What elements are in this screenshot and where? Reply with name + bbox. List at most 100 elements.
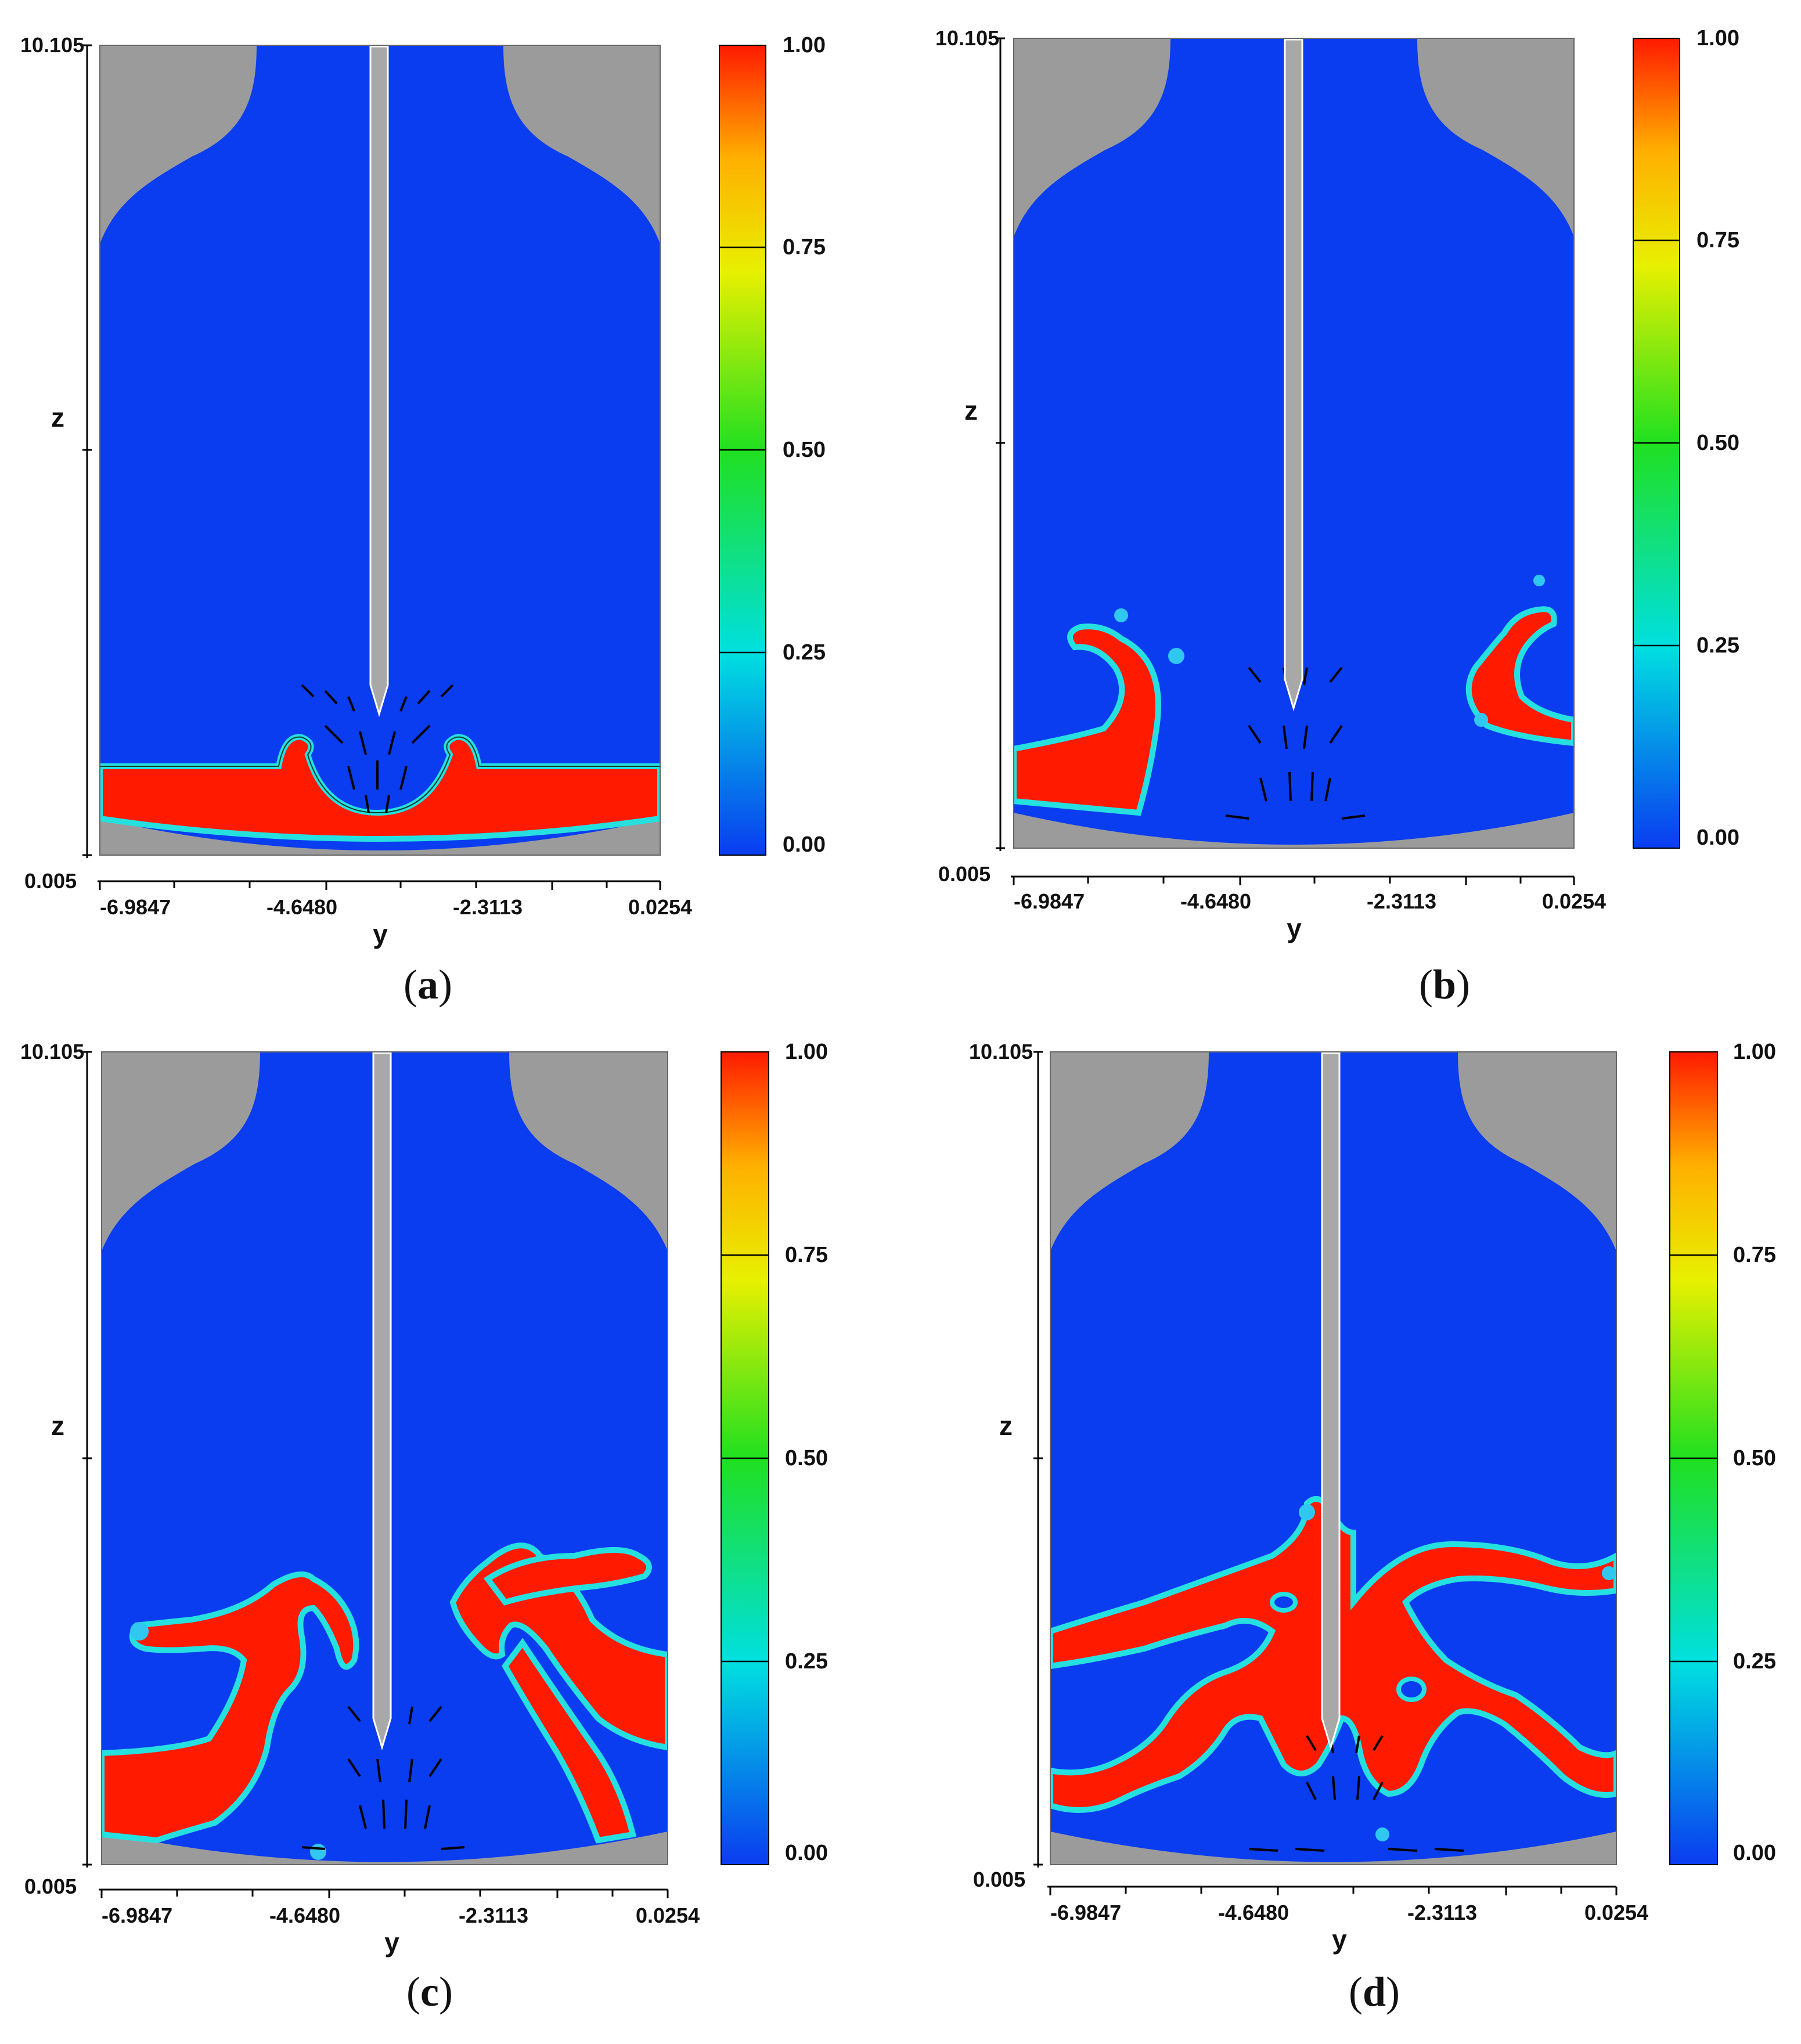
wall-bottom — [1050, 1832, 1616, 1865]
x-axis-label: y — [1332, 1924, 1347, 1955]
wall-top-right — [1458, 1052, 1616, 1251]
wall-bottom — [102, 1832, 668, 1865]
plot-frame — [1013, 38, 1575, 849]
colorbar-tick-3: 0.25 — [1696, 633, 1739, 658]
panel-a: 10.105 0.005 z -6.9847 -4.6480 -2.3113 0… — [0, 0, 900, 1022]
colorbar-tick-1: 0.75 — [783, 235, 826, 259]
y-axis-label: z — [51, 1411, 64, 1441]
phase-region-c — [102, 1542, 668, 1860]
y-axis-label: z — [964, 395, 978, 426]
phase-region-a — [100, 734, 660, 842]
x-tick-1: -4.6480 — [269, 1904, 340, 1927]
x-tick-3: 0.0254 — [628, 895, 692, 919]
x-tick-3: 0.0254 — [1542, 889, 1606, 913]
x-tick-3: 0.0254 — [636, 1904, 700, 1927]
plot-frame — [99, 45, 661, 856]
colorbar-tick-3: 0.25 — [1733, 1649, 1776, 1674]
y-tick-bottom: 0.005 — [973, 1868, 1025, 1891]
wall-top-right — [509, 1052, 668, 1251]
y-tick-top: 10.105 — [969, 1040, 1033, 1064]
x-axis-label: y — [1287, 913, 1302, 943]
chart-a: 10.105 0.005 z -6.9847 -4.6480 -2.3113 0… — [20, 33, 826, 949]
colorbar-ticks — [721, 1254, 769, 1663]
wall-top-left — [1050, 1052, 1209, 1251]
wall-top-right — [503, 45, 660, 244]
colorbar-tick-2: 0.50 — [1733, 1446, 1776, 1470]
colorbar-ticks — [1670, 1254, 1717, 1663]
panel-c: 10.105 0.005 z -6.9847 -4.6480 -2.3113 0… — [0, 1022, 900, 2044]
panel-caption: (d) — [1348, 1969, 1400, 2015]
colorbar-tick-3: 0.25 — [785, 1649, 828, 1674]
x-tick-1: -4.6480 — [266, 895, 337, 919]
wall-top-left — [1014, 38, 1170, 237]
colorbar-tick-0: 1.00 — [1696, 26, 1739, 51]
colorbar-tick-1: 0.75 — [785, 1243, 828, 1267]
x-axis-label: y — [384, 1927, 399, 1958]
plot-frame — [1050, 1051, 1617, 1865]
x-tick-1: -4.6480 — [1180, 889, 1251, 913]
colorbar-tick-4: 0.00 — [783, 832, 826, 857]
panel-caption-letter: c — [420, 1969, 439, 2015]
panel-caption-letter: d — [1362, 1969, 1386, 2015]
x-tick-3: 0.0254 — [1584, 1901, 1648, 1924]
x-tick-0: -6.9847 — [1014, 889, 1085, 913]
y-tick-top: 10.105 — [20, 33, 84, 57]
panel-caption-letter: b — [1432, 961, 1457, 1008]
x-tick-2: -2.3113 — [459, 1904, 528, 1927]
chart-c: 10.105 0.005 z -6.9847 -4.6480 -2.3113 0… — [20, 1040, 828, 1958]
wall-top-left — [102, 1052, 260, 1251]
panel-caption-letter: a — [417, 961, 438, 1008]
colorbar-tick-1: 0.75 — [1733, 1243, 1776, 1267]
x-tick-2: -2.3113 — [453, 895, 523, 919]
impeller-shaft — [369, 45, 389, 718]
x-tick-2: -2.3113 — [1367, 889, 1436, 913]
chart-b: 10.105 0.005 z -6.9847 -4.6480 -2.3113 0… — [935, 26, 1739, 943]
colorbar-tick-0: 1.00 — [1733, 1040, 1776, 1064]
y-tick-top: 10.105 — [20, 1040, 84, 1064]
colorbar-tick-1: 0.75 — [1696, 228, 1739, 253]
x-tick-0: -6.9847 — [102, 1904, 172, 1927]
panel-caption: (b) — [1418, 961, 1470, 1008]
colorbar-tick-2: 0.50 — [1696, 431, 1739, 455]
impeller-shaft — [1284, 38, 1303, 712]
x-tick-0: -6.9847 — [100, 895, 171, 919]
impeller-shaft — [1321, 1052, 1341, 1751]
phase-region-b — [1014, 575, 1574, 816]
colorbar-tick-0: 1.00 — [783, 33, 826, 57]
x-tick-2: -2.3113 — [1407, 1901, 1477, 1924]
colorbar-ticks — [1633, 239, 1680, 647]
panel-caption: (a) — [404, 961, 452, 1008]
colorbar-tick-3: 0.25 — [783, 640, 826, 665]
colorbar-tick-0: 1.00 — [785, 1040, 828, 1064]
impeller-shaft — [372, 1052, 392, 1751]
panel-d: 10.105 0.005 z -6.9847 -4.6480 -2.3113 0… — [900, 1022, 1801, 2044]
axes — [996, 37, 1575, 885]
colorbar-ticks — [719, 246, 766, 654]
axes — [82, 44, 661, 890]
y-axis-label: z — [51, 402, 64, 432]
panel-b: 10.105 0.005 z -6.9847 -4.6480 -2.3113 0… — [900, 0, 1801, 1022]
chart-d: 10.105 0.005 z -6.9847 -4.6480 -2.3113 0… — [969, 1040, 1776, 1955]
colorbar-tick-2: 0.50 — [785, 1446, 828, 1470]
wall-top-right — [1417, 38, 1574, 237]
colorbar-tick-4: 0.00 — [785, 1841, 828, 1865]
y-tick-bottom: 0.005 — [938, 862, 990, 886]
wall-bottom — [100, 819, 660, 855]
axes — [82, 1051, 669, 1898]
velocity-vectors — [301, 684, 454, 813]
y-tick-bottom: 0.005 — [24, 869, 77, 893]
wall-top-left — [100, 45, 257, 244]
plot-frame — [101, 1051, 668, 1865]
x-tick-0: -6.9847 — [1050, 1901, 1121, 1924]
x-axis-label: y — [373, 919, 388, 949]
wall-bottom — [1014, 813, 1574, 848]
colorbar-tick-2: 0.50 — [783, 438, 826, 462]
x-tick-1: -4.6480 — [1218, 1901, 1289, 1924]
y-tick-bottom: 0.005 — [24, 1874, 77, 1898]
y-axis-label: z — [999, 1411, 1013, 1441]
colorbar-tick-4: 0.00 — [1696, 825, 1739, 850]
y-tick-top: 10.105 — [935, 26, 999, 50]
axes — [1033, 1051, 1618, 1895]
velocity-vectors — [301, 1706, 465, 1850]
colorbar-tick-4: 0.00 — [1733, 1841, 1776, 1865]
